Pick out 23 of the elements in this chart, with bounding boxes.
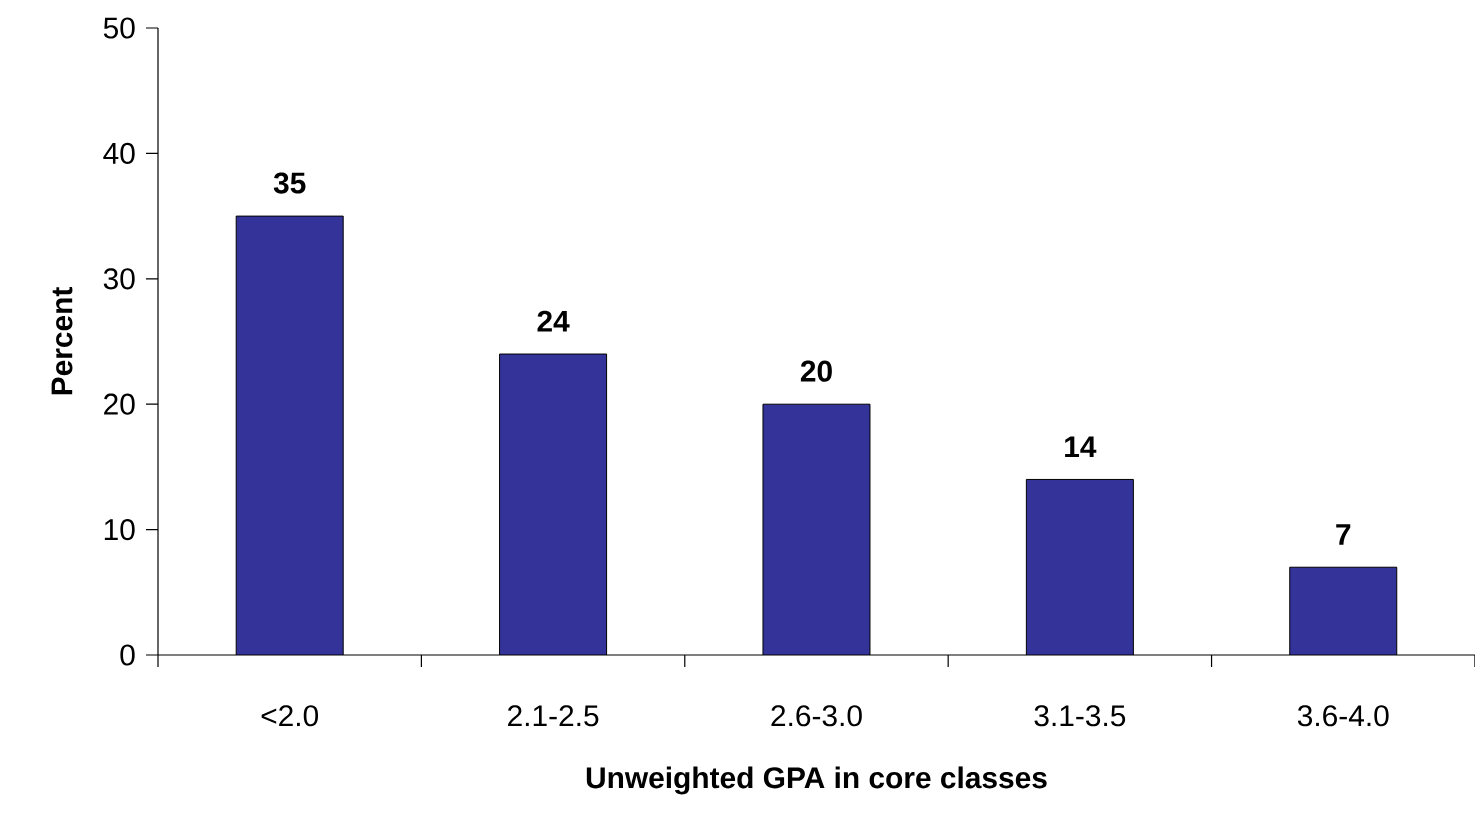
x-tick-label: 3.6-4.0: [1297, 705, 1389, 727]
bar: [236, 216, 344, 655]
y-tick-label: 20: [104, 393, 135, 415]
data-label: 20: [800, 360, 832, 382]
y-tick-label: 40: [103, 142, 135, 164]
x-tick-label: 2.6-3.0: [771, 705, 862, 727]
data-label: 35: [273, 172, 306, 194]
y-tick-label: 30: [103, 268, 135, 290]
data-label: 7: [1336, 524, 1351, 545]
y-tick-label: 50: [103, 17, 135, 39]
x-tick-label: 2.1-2.5: [508, 705, 599, 727]
bar: [499, 354, 607, 655]
x-tick-label: 3.1-3.5: [1034, 705, 1126, 727]
bar: [1289, 566, 1398, 655]
y-axis-title: Percent: [51, 287, 73, 395]
data-label: 24: [537, 310, 570, 332]
bar: [762, 404, 870, 655]
y-tick-label: 10: [104, 519, 135, 541]
bar: [1026, 479, 1134, 655]
x-axis-title: Unweighted GPA in core classes: [586, 766, 1047, 795]
y-tick-label: 0: [120, 644, 135, 666]
data-label: 14: [1065, 436, 1097, 457]
x-tick-label: <2.0: [261, 705, 319, 727]
